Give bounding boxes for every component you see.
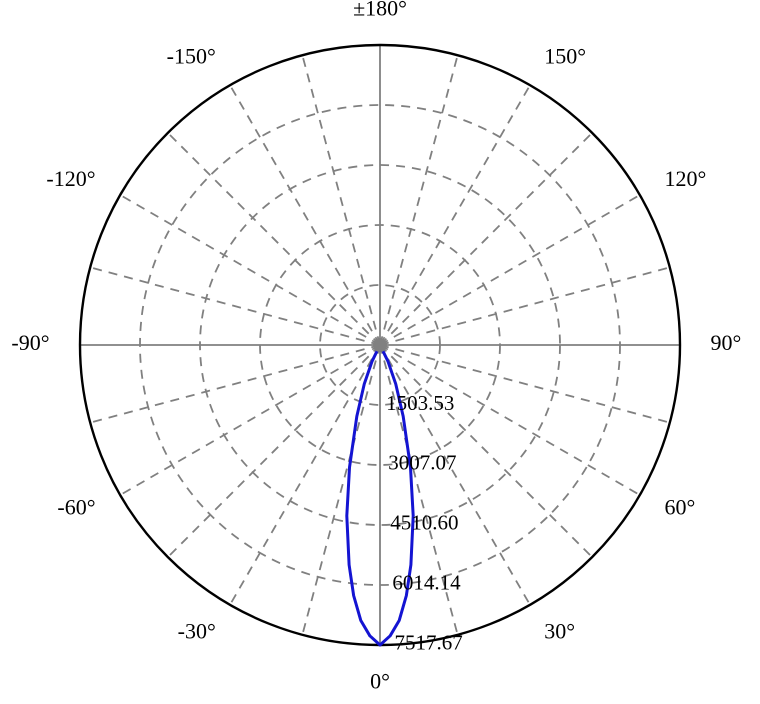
angle-tick-label: 90° <box>711 330 742 355</box>
angle-tick-label: -120° <box>46 166 95 191</box>
angle-tick-label: 30° <box>544 619 575 644</box>
angle-tick-label: -90° <box>11 330 49 355</box>
radial-tick-label: 6014.14 <box>392 571 461 595</box>
radial-tick-label: 4510.60 <box>390 511 458 535</box>
angle-tick-label: ±180° <box>353 0 407 21</box>
angle-tick-label: 150° <box>544 44 586 69</box>
polar-center-dot <box>373 338 387 352</box>
angle-tick-label: 0° <box>370 669 390 694</box>
polar-radial-labels: 1503.53 3007.07 4510.60 6014.14 7517.67 <box>386 391 463 655</box>
angle-tick-label: -150° <box>167 44 216 69</box>
angle-tick-label: -30° <box>178 619 216 644</box>
polar-chart: 1503.53 3007.07 4510.60 6014.14 7517.67 ±180… <box>0 0 760 704</box>
angle-tick-label: -60° <box>57 494 95 519</box>
radial-tick-label: 1503.53 <box>386 391 454 415</box>
radial-tick-label: 3007.07 <box>388 451 456 475</box>
angle-tick-label: 120° <box>664 166 706 191</box>
radial-tick-label: 7517.67 <box>394 631 462 655</box>
angle-tick-label: 60° <box>664 494 695 519</box>
